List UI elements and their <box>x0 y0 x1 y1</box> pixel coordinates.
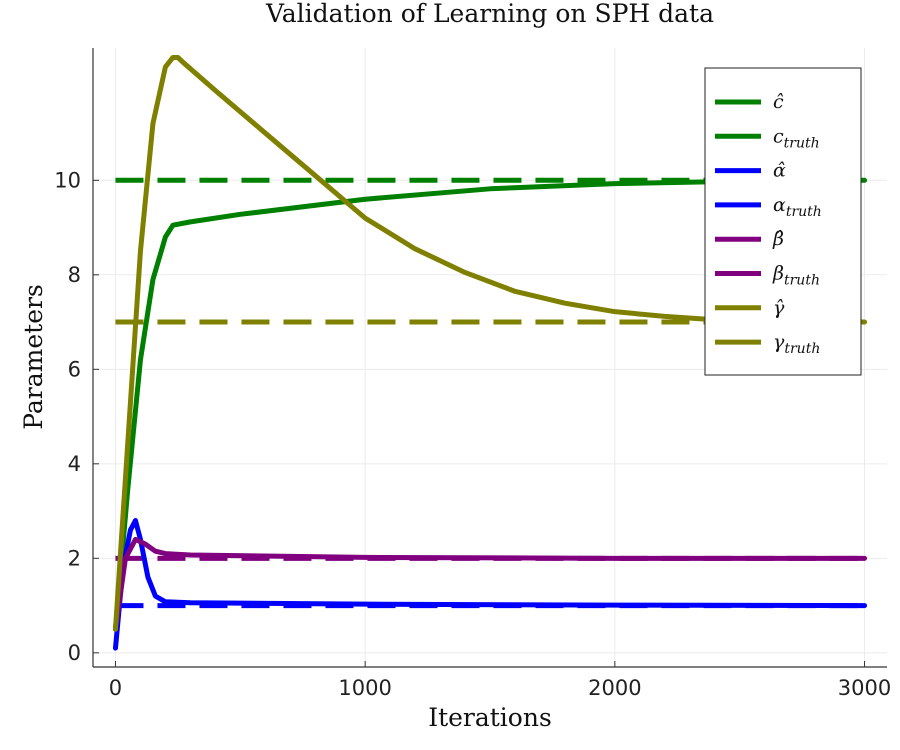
axes: 0 1000 2000 3000 0 2 4 6 8 10 <box>54 48 891 700</box>
y-tick-label: 6 <box>68 357 81 381</box>
x-tick-label: 3000 <box>838 676 891 700</box>
series-line-2 <box>112 518 868 651</box>
legend-label: β̂ <box>772 228 784 250</box>
legend-label: α̂ <box>773 160 786 182</box>
legend: ĉ ctruth α̂ αtruth β̂ βtruth γ̂ γtruth <box>704 67 862 376</box>
legend-label: ĉ <box>773 91 784 113</box>
legend-box <box>704 67 862 376</box>
y-tick-label: 0 <box>68 641 81 665</box>
legend-label: αtruth <box>773 194 822 220</box>
x-tick-label: 2000 <box>588 676 641 700</box>
legend-label: βtruth <box>772 263 820 289</box>
legend-label: γ̂ <box>773 297 785 319</box>
series-group <box>112 54 868 651</box>
legend-label: ctruth <box>773 125 820 151</box>
series-line-6 <box>112 54 868 632</box>
x-tick-label: 1000 <box>338 676 391 700</box>
legend-label: γtruth <box>773 331 820 357</box>
y-tick-label: 8 <box>68 263 81 287</box>
chart-title: Validation of Learning on SPH data <box>265 0 714 28</box>
y-tick-label: 4 <box>68 452 81 476</box>
y-tick-label: 2 <box>68 546 81 570</box>
x-tick-label: 0 <box>109 676 122 700</box>
y-axis-label: Parameters <box>19 284 48 430</box>
x-axis-label: Iterations <box>428 703 552 732</box>
series-line-4 <box>112 536 868 632</box>
series-line-0 <box>112 177 868 632</box>
y-tick-label: 10 <box>54 168 81 192</box>
